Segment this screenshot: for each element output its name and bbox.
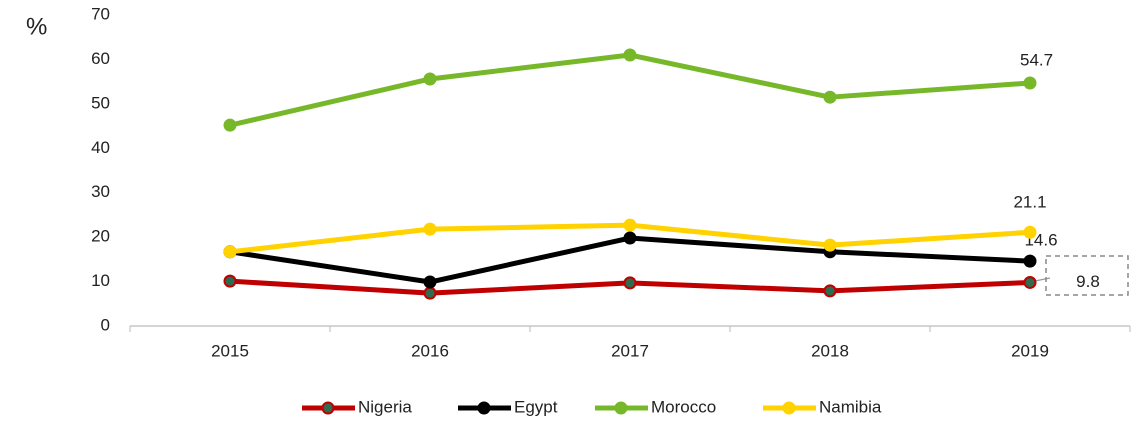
legend-label: Morocco [651, 397, 716, 416]
x-tick-label: 2018 [811, 341, 849, 360]
x-tick-label: 2019 [1011, 341, 1049, 360]
x-tick-label: 2016 [411, 341, 449, 360]
data-label: 54.7 [1020, 50, 1053, 69]
legend-marker [782, 401, 796, 415]
x-tick-label: 2017 [611, 341, 649, 360]
series-marker [623, 231, 637, 245]
series-marker [623, 276, 637, 290]
series-line [229, 235, 1031, 285]
y-tick-label: 30 [91, 182, 110, 201]
y-axis-label: % [26, 13, 47, 40]
series-line [229, 52, 1031, 128]
legend-marker [614, 401, 628, 415]
y-tick-label: 10 [91, 271, 110, 290]
y-tick-label: 20 [91, 227, 110, 246]
legend-marker [321, 401, 335, 415]
series-marker [423, 222, 437, 236]
series-marker [1023, 275, 1037, 289]
series-marker [423, 286, 437, 300]
series-marker [423, 72, 437, 86]
y-tick-label: 50 [91, 93, 110, 112]
legend-label: Nigeria [358, 397, 412, 416]
y-tick-label: 70 [91, 4, 110, 23]
series-marker [1023, 254, 1037, 268]
x-tick-label: 2015 [211, 341, 249, 360]
series-marker [823, 90, 837, 104]
series-marker [1023, 225, 1037, 239]
data-label: 21.1 [1013, 193, 1046, 212]
y-tick-label: 40 [91, 138, 110, 157]
legend-label: Egypt [514, 397, 558, 416]
series-marker [1023, 76, 1037, 90]
legend-marker [477, 401, 491, 415]
y-tick-label: 0 [101, 315, 110, 334]
series-marker [623, 48, 637, 62]
series-marker [223, 118, 237, 132]
series-marker [423, 275, 437, 289]
legend-label: Namibia [819, 397, 882, 416]
y-tick-label: 60 [91, 49, 110, 68]
series-marker [823, 238, 837, 252]
series-marker [623, 218, 637, 232]
data-label: 9.8 [1076, 272, 1100, 291]
series-marker [223, 274, 237, 288]
callout-box [1045, 255, 1129, 296]
series-marker [823, 284, 837, 298]
series-marker [223, 245, 237, 259]
